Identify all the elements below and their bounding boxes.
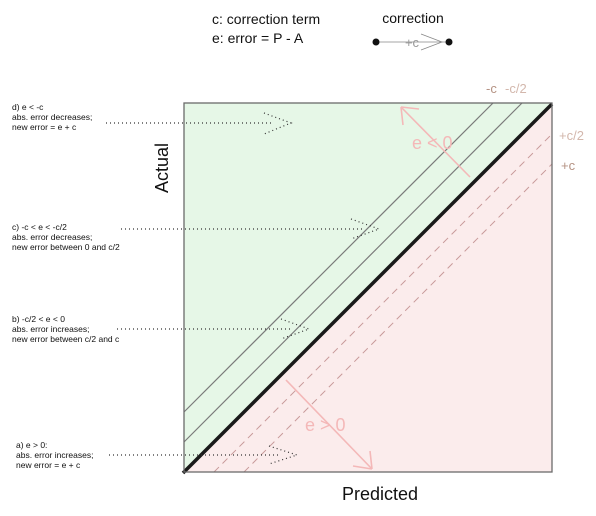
plot-area: e < 0 e > 0 -c -c/2 +c/2 +c [181, 81, 584, 475]
line-plus-c-half [213, 133, 553, 473]
case-a: a) e > 0: abs. error increases; new erro… [16, 440, 299, 470]
arrow-e-positive [285, 379, 373, 470]
case-d: d) e < -c abs. error decreases; new erro… [12, 102, 293, 135]
case-d-line-3: new error = e + c [12, 122, 77, 132]
case-c-line-2: abs. error decreases; [12, 232, 92, 242]
case-b-line-2: abs. error increases; [12, 324, 89, 334]
case-b-line-1: b) -c/2 < e < 0 [12, 314, 65, 324]
case-b: b) -c/2 < e < 0 abs. error increases; ne… [12, 314, 311, 344]
line-plus-c [243, 163, 553, 473]
legend-correction-arrow: +c [372, 33, 453, 51]
plot-frame [183, 102, 553, 473]
legend-c-definition: c: correction term [212, 11, 320, 27]
case-c: c) -c < e < -c/2 abs. error decreases; n… [12, 218, 381, 252]
case-a-line-3: new error = e + c [16, 460, 81, 470]
diagonal-zero-error [181, 102, 554, 475]
offset-label-plus-c-half: +c/2 [559, 128, 584, 143]
region-label-e-positive: e > 0 [305, 415, 346, 435]
svg-text:c) -c < e < -c/2 abs. er: c) -c < e < -c/2 abs. error decreases; n… [12, 222, 120, 252]
offset-label-minus-c: -c [486, 81, 497, 96]
arrow-e-negative [400, 106, 471, 178]
y-axis-label: Actual [152, 143, 172, 193]
line-minus-c-half [183, 102, 523, 443]
line-minus-c [183, 102, 494, 413]
offset-label-minus-c-half: -c/2 [505, 81, 527, 96]
case-a-line-1: a) e > 0: [16, 440, 47, 450]
case-d-line-1: d) e < -c [12, 102, 44, 112]
legend-correction-title: correction [382, 10, 443, 26]
case-d-line-2: abs. error decreases; [12, 112, 92, 122]
case-c-line-3: new error between 0 and c/2 [12, 242, 120, 252]
legend-correction-label: +c [405, 35, 420, 50]
case-c-line-1: c) -c < e < -c/2 [12, 222, 67, 232]
svg-text:b) -c/2 < e < 0 abs. err: b) -c/2 < e < 0 abs. error increases; ne… [12, 314, 120, 344]
x-axis-label: Predicted [342, 484, 418, 504]
legend-e-definition: e: error = P - A [212, 30, 304, 46]
svg-text:a) e > 0: abs. error inc: a) e > 0: abs. error increases; new erro… [16, 440, 96, 470]
svg-text:d) e < -c abs. error dec: d) e < -c abs. error decreases; new erro… [12, 102, 95, 132]
offset-label-plus-c: +c [561, 158, 576, 173]
region-label-e-negative: e < 0 [412, 133, 453, 153]
case-a-line-2: abs. error increases; [16, 450, 93, 460]
case-b-line-3: new error between c/2 and c [12, 334, 120, 344]
